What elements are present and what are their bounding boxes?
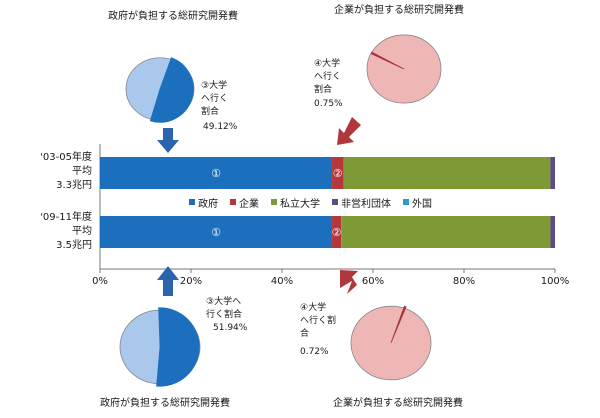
legend-swatch-foreign	[403, 199, 409, 205]
arrow-diagonal-red-bottom	[340, 270, 358, 294]
legend-item-government: 政府	[189, 195, 218, 210]
pie-label-bottom-right: ④大学 へ行く割 合	[300, 303, 337, 339]
pie-share-slice	[156, 307, 200, 387]
bar-segment	[341, 216, 551, 248]
x-tick-label-80: 80%	[452, 276, 476, 287]
pie-title-top-left: 政府が負担する総研究開発費	[108, 11, 238, 22]
pie-share-slice	[149, 57, 194, 123]
x-tick-label-0: 0%	[92, 276, 108, 287]
bar-segment	[100, 157, 333, 189]
pie-label-top-right: ④大学 へ行く 割合	[314, 59, 342, 95]
legend-item-business: 企業	[230, 195, 259, 210]
legend-label-foreign: 外国	[412, 198, 432, 210]
legend-label-business: 企業	[239, 198, 259, 210]
legend-item-foreign: 外国	[403, 195, 432, 210]
arrow-down-blue	[157, 128, 179, 153]
bar-marker-label: ②	[332, 226, 342, 239]
bar-marker-label: ①	[211, 226, 221, 239]
pie-label-top-left: ③大学 へ行く 割合	[201, 81, 229, 117]
bar-segment	[332, 157, 344, 189]
bar-segment	[550, 157, 555, 189]
pie-value-bottom-right: 0.72%	[300, 347, 329, 357]
legend-label-government: 政府	[198, 198, 218, 210]
legend-swatch-private-university	[271, 199, 277, 205]
pie-share-slice	[390, 305, 407, 344]
bar-segment	[550, 216, 555, 248]
pie-label-bottom-left: ③大学へ 行く割合	[206, 297, 243, 320]
legend-swatch-nonprofit	[332, 199, 338, 205]
legend: 政府 企業 私立大学 非営利団体 外国	[185, 193, 436, 211]
category-label-1: '03-05年度 平均 3.3兆円	[40, 152, 92, 191]
x-tick-label-40: 40%	[270, 276, 294, 287]
arrow-diagonal-red-top	[337, 117, 361, 145]
pie-title-bottom-left: 政府が負担する総研究開発費	[100, 398, 230, 409]
pie-value-top-left: 49.12%	[203, 122, 238, 132]
legend-label-private-university: 私立大学	[280, 198, 320, 210]
x-tick-label-60: 60%	[361, 276, 385, 287]
pie-title-top-right: 企業が負担する総研究開発費	[334, 5, 464, 16]
category-label-2: '09-11年度 平均 3.5兆円	[40, 212, 92, 251]
legend-item-private-university: 私立大学	[271, 195, 320, 210]
legend-swatch-government	[189, 199, 195, 205]
pie-value-top-right: 0.75%	[314, 99, 343, 109]
arrow-up-blue	[157, 266, 179, 296]
pie-value-bottom-left: 51.94%	[213, 323, 248, 333]
bar-marker-label: ②	[333, 167, 343, 180]
bar-segment	[100, 216, 333, 248]
pie-title-bottom-right: 企業が負担する総研究開発費	[333, 398, 463, 409]
x-tick-label-100: 100%	[540, 276, 570, 287]
x-tick-label-20: 20%	[179, 276, 203, 287]
legend-swatch-business	[230, 199, 236, 205]
bar-segment	[332, 216, 342, 248]
legend-item-nonprofit: 非営利団体	[332, 195, 391, 210]
pie-share-slice	[370, 51, 405, 70]
bar-marker-label: ①	[211, 167, 221, 180]
bar-segment	[343, 157, 551, 189]
legend-label-nonprofit: 非営利団体	[341, 198, 391, 210]
